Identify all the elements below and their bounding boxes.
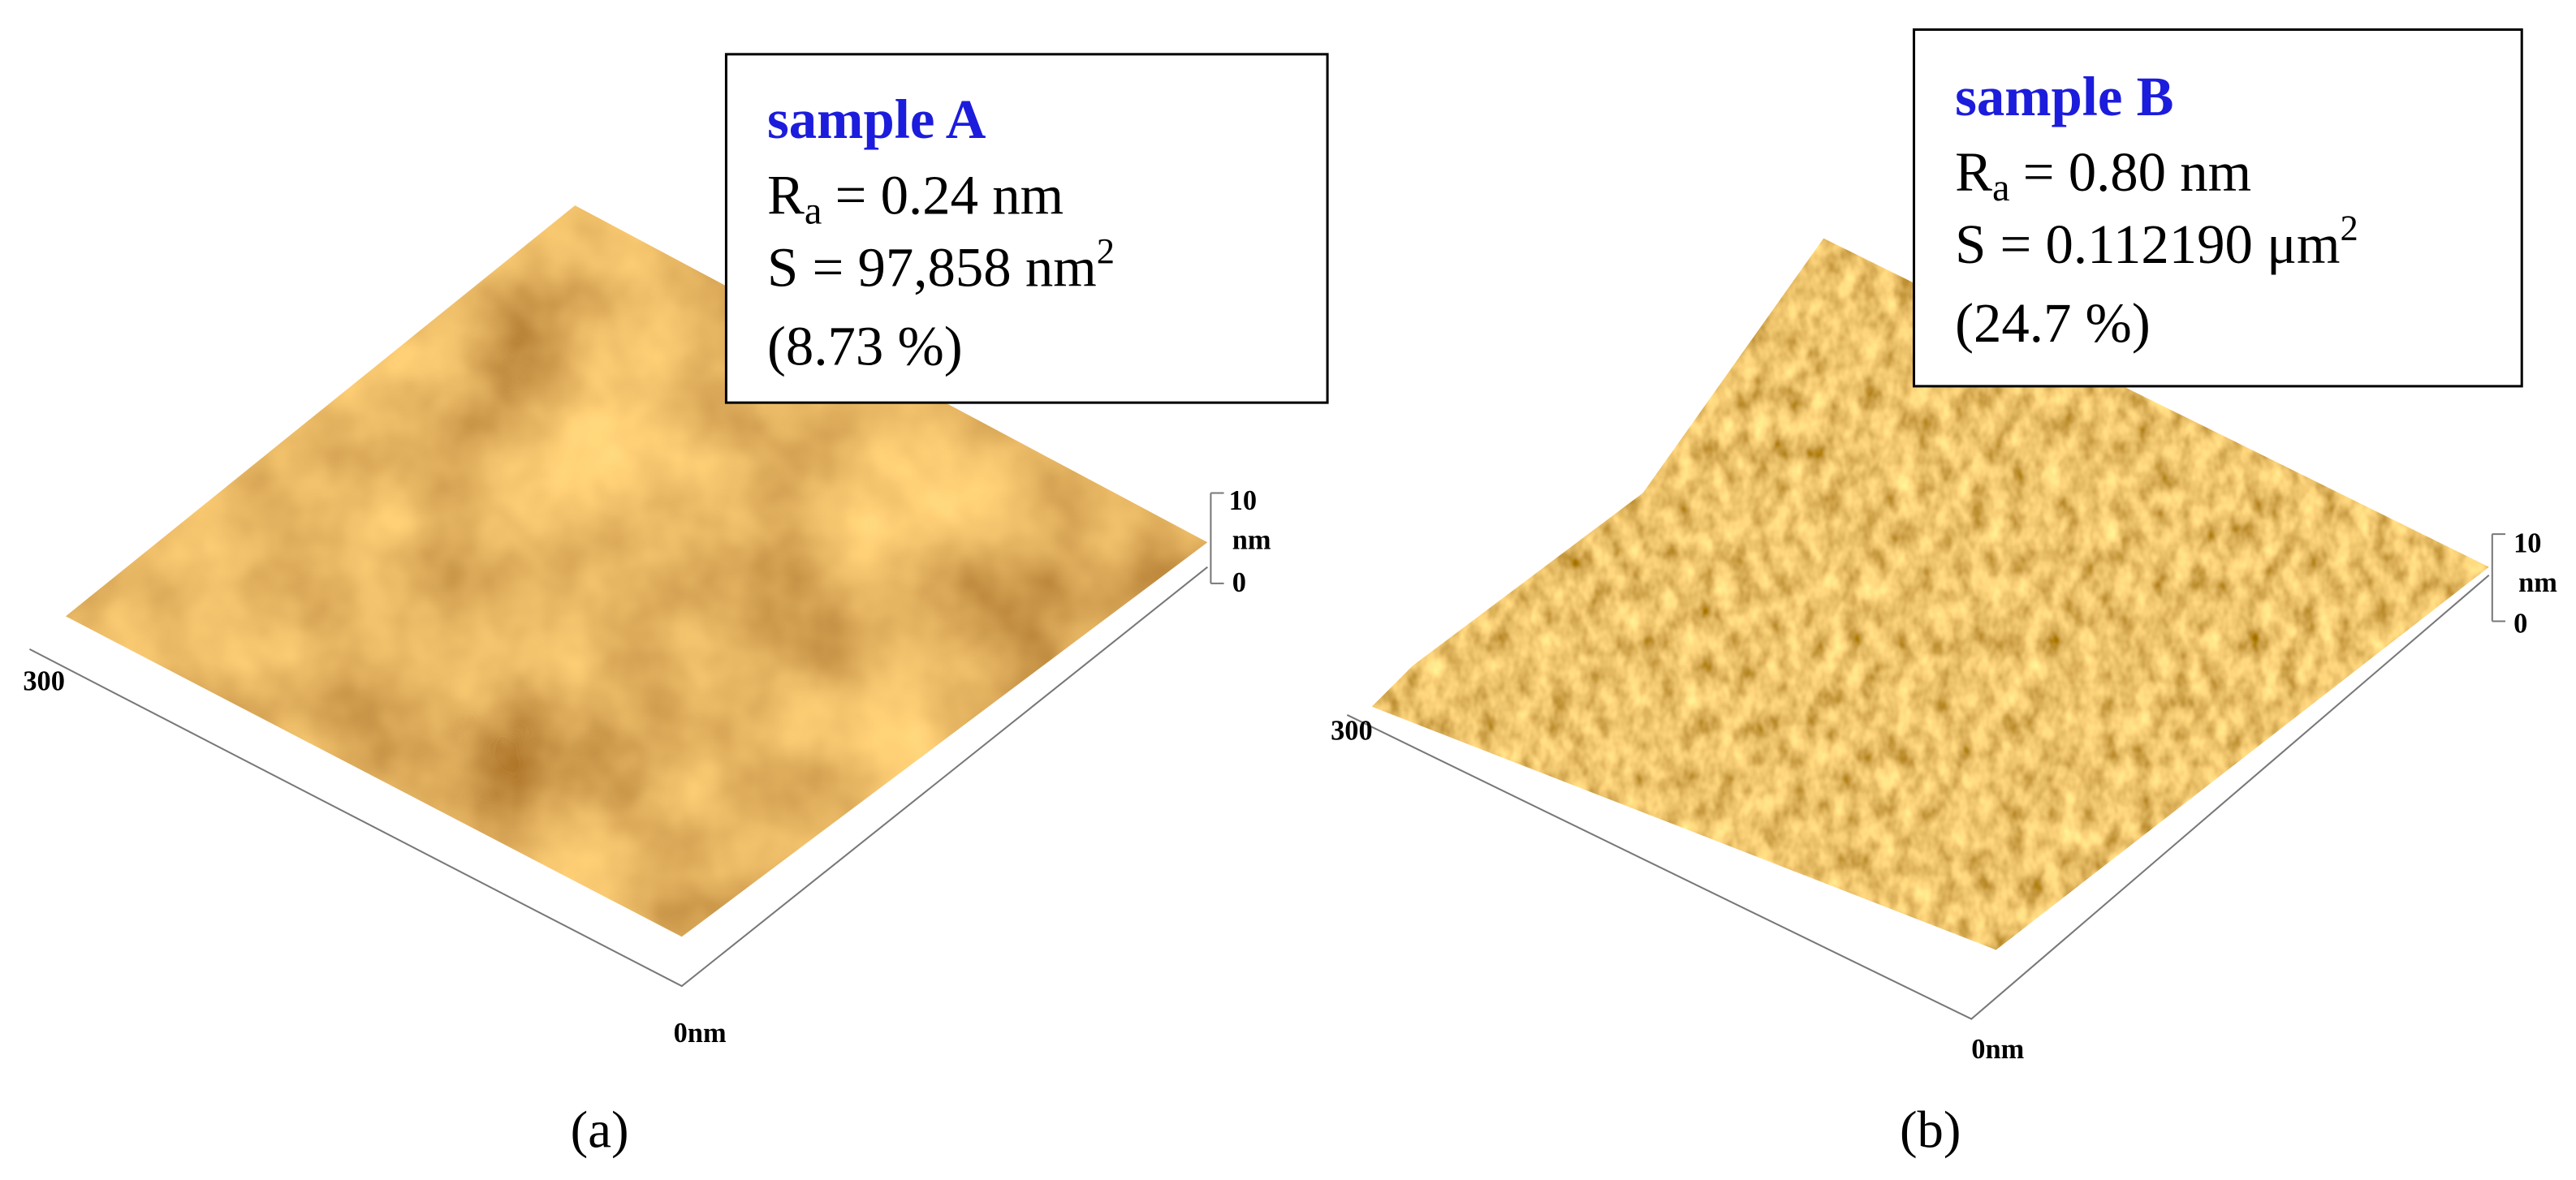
axis-frame <box>28 566 1208 988</box>
axis-label: 300 <box>23 666 65 697</box>
info-box <box>1912 28 2523 388</box>
subscript: a <box>805 188 822 232</box>
area-increase: (8.73 %) <box>767 316 963 377</box>
info-box <box>724 53 1329 404</box>
subscript: a <box>1992 166 2010 209</box>
caption: (b) <box>1900 1100 1961 1159</box>
value: = 0.80 nm <box>2023 141 2251 203</box>
area-increase: (24.7 %) <box>1955 292 2151 354</box>
panel-b: 300 0nm 10 nm 0 sample B Ra = 0.80 nm S =… <box>1331 28 2557 1160</box>
value: S = 97,858 nm <box>767 236 1097 298</box>
axis-label: 0nm <box>1971 1034 2024 1065</box>
value: = 0.24 nm <box>835 164 1064 226</box>
axis-frame <box>1346 575 2490 1020</box>
axis-label: 300 <box>1331 715 1373 746</box>
value: S = 0.112190 μm <box>1955 213 2340 275</box>
surface-area: S = 97,858 nm2 <box>767 230 1115 298</box>
axis-label: 10 <box>2513 528 2541 558</box>
axis-label: 0 <box>1232 567 1246 598</box>
superscript: 2 <box>2341 208 2358 248</box>
panel-a: 300 0nm 10 nm 0 sample A Ra = 0.24 nm S =… <box>23 53 1329 1160</box>
axis-label: nm <box>2518 567 2557 598</box>
axis-label: 10 <box>1229 485 1257 516</box>
axis-label: nm <box>1232 524 1271 555</box>
surface-area: S = 0.112190 μm2 <box>1955 208 2358 275</box>
sample-name: sample B <box>1955 66 2173 127</box>
sample-name: sample A <box>767 88 986 150</box>
axis-label: 0 <box>2513 609 2527 640</box>
superscript: 2 <box>1097 230 1115 271</box>
axis-label: 0nm <box>674 1018 727 1049</box>
symbol: R <box>1955 141 1992 203</box>
roughness: Ra = 0.24 nm <box>767 164 1064 232</box>
symbol: R <box>767 164 805 226</box>
roughness: Ra = 0.80 nm <box>1955 141 2251 209</box>
caption: (a) <box>571 1100 629 1159</box>
